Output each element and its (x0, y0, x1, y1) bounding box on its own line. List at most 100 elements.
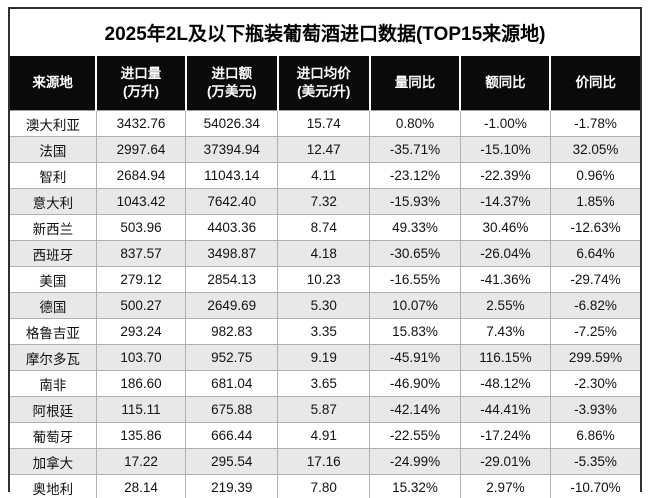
import-value-cell: 675.88 (185, 396, 279, 423)
table-row: 格鲁吉亚 293.24 982.83 3.35 15.83% 7.43% -7.25% (10, 318, 640, 345)
avg-price-cell: 15.74 (277, 110, 371, 137)
value-yoy-cell: -48.12% (459, 370, 551, 397)
price-yoy-cell: -7.25% (549, 318, 640, 345)
import-value-cell: 7642.40 (185, 188, 279, 215)
value-yoy-cell: -44.41% (459, 396, 551, 423)
import-volume-cell: 186.60 (95, 370, 187, 397)
avg-price-cell: 3.35 (277, 318, 371, 345)
table-row: 意大利 1043.42 7642.40 7.32 -15.93% -14.37% 1.85% (10, 188, 640, 215)
table-row: 德国 500.27 2649.69 5.30 10.07% 2.55% -6.82% (10, 292, 640, 319)
price-yoy-cell: 32.05% (549, 136, 640, 163)
price-yoy-cell: 1.85% (549, 188, 640, 215)
col-header-unit: (美元/升) (297, 84, 351, 99)
volume-yoy-cell: 10.07% (369, 292, 461, 319)
origin-cell: 格鲁吉亚 (10, 318, 97, 345)
avg-price-cell: 7.80 (277, 474, 371, 498)
avg-price-cell: 4.18 (277, 240, 371, 267)
origin-cell: 南非 (10, 370, 97, 397)
origin-cell: 新西兰 (10, 214, 97, 241)
price-yoy-cell: -2.30% (549, 370, 640, 397)
import-value-cell: 952.75 (185, 344, 279, 371)
price-yoy-cell: -1.78% (549, 110, 640, 137)
price-yoy-cell: -10.70% (549, 474, 640, 498)
import-volume-cell: 1043.42 (95, 188, 187, 215)
import-volume-cell: 293.24 (95, 318, 187, 345)
volume-yoy-cell: -30.65% (369, 240, 461, 267)
volume-yoy-cell: -42.14% (369, 396, 461, 423)
table-row: 新西兰 503.96 4403.36 8.74 49.33% 30.46% -12.63% (10, 214, 640, 241)
col-header-import-volume: 进口量 (万升) (95, 56, 186, 111)
value-yoy-cell: -17.24% (459, 422, 551, 449)
origin-cell: 阿根廷 (10, 396, 97, 423)
volume-yoy-cell: 15.32% (369, 474, 461, 498)
import-volume-cell: 115.11 (95, 396, 187, 423)
volume-yoy-cell: -23.12% (369, 162, 461, 189)
import-volume-cell: 103.70 (95, 344, 187, 371)
volume-yoy-cell: 0.80% (369, 110, 461, 137)
import-value-cell: 681.04 (185, 370, 279, 397)
volume-yoy-cell: -22.55% (369, 422, 461, 449)
origin-cell: 德国 (10, 292, 97, 319)
table-row: 奥地利 28.14 219.39 7.80 15.32% 2.97% -10.70% (10, 474, 640, 498)
value-yoy-cell: 7.43% (459, 318, 551, 345)
price-yoy-cell: 6.86% (549, 422, 640, 449)
value-yoy-cell: 116.15% (459, 344, 551, 371)
value-yoy-cell: -1.00% (459, 110, 551, 137)
import-value-cell: 11043.14 (185, 162, 279, 189)
avg-price-cell: 3.65 (277, 370, 371, 397)
price-yoy-cell: 0.96% (549, 162, 640, 189)
value-yoy-cell: -29.01% (459, 448, 551, 475)
table-title: 2025年2L及以下瓶装葡萄酒进口数据(TOP15来源地) (10, 9, 640, 56)
value-yoy-cell: 30.46% (459, 214, 551, 241)
table-row: 南非 186.60 681.04 3.65 -46.90% -48.12% -2.30% (10, 370, 640, 397)
import-value-cell: 295.54 (185, 448, 279, 475)
col-header-unit: (万升) (123, 84, 160, 99)
origin-cell: 智利 (10, 162, 97, 189)
import-value-cell: 2854.13 (185, 266, 279, 293)
col-header-label: 价同比 (575, 74, 616, 90)
value-yoy-cell: -15.10% (459, 136, 551, 163)
volume-yoy-cell: -24.99% (369, 448, 461, 475)
import-value-cell: 219.39 (185, 474, 279, 498)
col-header-avg-price: 进口均价 (美元/升) (276, 56, 370, 111)
import-volume-cell: 500.27 (95, 292, 187, 319)
value-yoy-cell: -14.37% (459, 188, 551, 215)
col-header-origin: 来源地 (10, 56, 97, 111)
origin-cell: 澳大利亚 (10, 110, 97, 137)
volume-yoy-cell: -46.90% (369, 370, 461, 397)
origin-cell: 美国 (10, 266, 97, 293)
avg-price-cell: 12.47 (277, 136, 371, 163)
table-body: 澳大利亚 3432.76 54026.34 15.74 0.80% -1.00% -1.78… (10, 110, 640, 498)
volume-yoy-cell: -35.71% (369, 136, 461, 163)
import-volume-cell: 279.12 (95, 266, 187, 293)
origin-cell: 法国 (10, 136, 97, 163)
wine-import-table: 来源地 进口量 (万升) 进口额 (万美元) 进口均价 (美元/升) 量同比 (10, 56, 640, 498)
origin-cell: 西班牙 (10, 240, 97, 267)
import-value-cell: 37394.94 (185, 136, 279, 163)
origin-cell: 意大利 (10, 188, 97, 215)
import-value-cell: 3498.87 (185, 240, 279, 267)
import-volume-cell: 3432.76 (95, 110, 187, 137)
import-volume-cell: 503.96 (95, 214, 187, 241)
avg-price-cell: 4.91 (277, 422, 371, 449)
import-volume-cell: 2997.64 (95, 136, 187, 163)
avg-price-cell: 4.11 (277, 162, 371, 189)
volume-yoy-cell: -45.91% (369, 344, 461, 371)
avg-price-cell: 5.30 (277, 292, 371, 319)
avg-price-cell: 9.19 (277, 344, 371, 371)
table-row: 法国 2997.64 37394.94 12.47 -35.71% -15.10% 32.0… (10, 136, 640, 163)
price-yoy-cell: -6.82% (549, 292, 640, 319)
col-header-label: 量同比 (394, 74, 436, 90)
import-volume-cell: 17.22 (95, 448, 187, 475)
col-header-label: 进口量 (120, 65, 162, 81)
import-volume-cell: 28.14 (95, 474, 187, 498)
volume-yoy-cell: -16.55% (369, 266, 461, 293)
avg-price-cell: 7.32 (277, 188, 371, 215)
price-yoy-cell: 299.59% (549, 344, 640, 371)
price-yoy-cell: -29.74% (549, 266, 640, 293)
import-value-cell: 4403.36 (185, 214, 279, 241)
import-volume-cell: 837.57 (95, 240, 187, 267)
value-yoy-cell: 2.97% (459, 474, 551, 498)
price-yoy-cell: 6.64% (549, 240, 640, 267)
